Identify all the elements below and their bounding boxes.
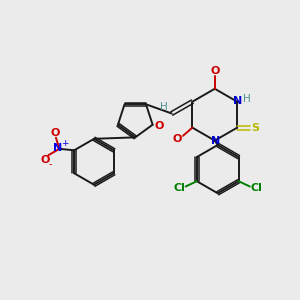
Text: S: S: [251, 123, 260, 133]
Text: O: O: [154, 121, 164, 131]
Text: O: O: [210, 66, 220, 76]
Text: O: O: [40, 155, 50, 165]
Text: H: H: [243, 94, 250, 104]
Text: Cl: Cl: [173, 183, 185, 193]
Text: +: +: [61, 139, 68, 148]
Text: N: N: [211, 136, 220, 146]
Text: N: N: [233, 96, 242, 106]
Text: O: O: [50, 128, 60, 138]
Text: Cl: Cl: [250, 183, 262, 193]
Text: N: N: [53, 143, 63, 153]
Text: -: -: [49, 159, 52, 169]
Text: H: H: [160, 102, 167, 112]
Text: O: O: [173, 134, 182, 144]
